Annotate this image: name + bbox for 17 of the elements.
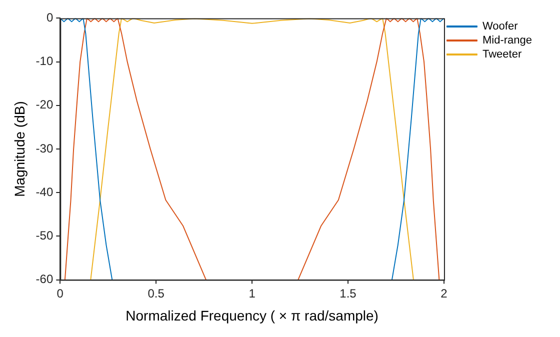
x-tick-label: 0 [56,286,64,300]
legend-label: Tweeter [482,48,522,61]
y-tick-label: -60 [36,272,54,286]
legend-label: Woofer [482,20,518,33]
x-tick-label: 1.5 [340,286,357,300]
y-tick-label: -20 [36,98,54,112]
y-tick-label: -40 [36,184,54,199]
x-axis-title: Normalized Frequency ( × π rad/sample) [126,307,378,324]
y-tick-label: 0 [46,10,54,25]
x-tick-label: 0.5 [148,286,165,300]
legend-label: Mid-range [482,34,532,47]
x-tick-label: 2 [440,286,448,300]
y-tick-label: -10 [36,54,54,68]
y-axis-title: Magnitude (dB) [11,101,28,197]
y-tick-label: -30 [36,141,54,156]
y-tick-label: -50 [36,228,54,243]
x-tick-label: 1 [248,286,256,300]
